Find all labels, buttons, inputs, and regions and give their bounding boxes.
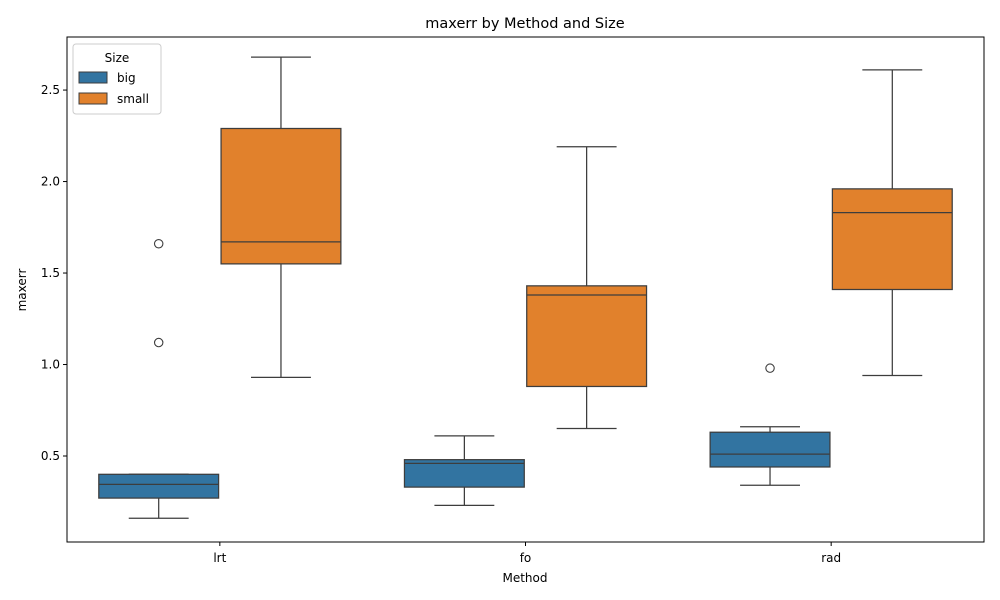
box-big-rad bbox=[709, 363, 831, 486]
box-iqr bbox=[526, 285, 648, 388]
box-iqr bbox=[403, 459, 525, 488]
legend: Size big small bbox=[72, 43, 162, 115]
y-axis-label: maxerr bbox=[15, 269, 29, 312]
box-big-fo bbox=[403, 435, 525, 507]
y-tick-label: 0.5 bbox=[41, 449, 60, 463]
x-tick-label: fo bbox=[520, 551, 532, 565]
box-iqr bbox=[831, 188, 953, 291]
y-tick-label: 2.5 bbox=[41, 83, 60, 97]
x-axis-label: Method bbox=[502, 571, 547, 585]
box-small-lrt bbox=[220, 56, 342, 378]
box-small-fo bbox=[526, 146, 648, 430]
legend-title: Size bbox=[105, 51, 130, 65]
box-iqr bbox=[220, 127, 342, 265]
box-big-lrt bbox=[98, 239, 220, 519]
legend-label: small bbox=[117, 92, 149, 106]
y-tick-label: 1.5 bbox=[41, 266, 60, 280]
y-tick-label: 1.0 bbox=[41, 358, 60, 372]
legend-items: big small bbox=[78, 71, 149, 106]
legend-item-small: small bbox=[78, 92, 149, 106]
legend-label: big bbox=[117, 71, 136, 85]
y-tick-label: 2.0 bbox=[41, 175, 60, 189]
legend-swatch bbox=[78, 92, 108, 105]
outlier-point bbox=[765, 363, 775, 373]
outlier-point bbox=[153, 337, 164, 348]
y-axis: 0.5 1.0 1.5 2.0 2.5 bbox=[41, 83, 67, 463]
legend-swatch bbox=[78, 71, 108, 84]
box-small-rad bbox=[831, 69, 953, 377]
legend-item-big: big bbox=[78, 71, 136, 85]
x-tick-label: lrt bbox=[213, 551, 226, 565]
outlier-point bbox=[153, 239, 164, 249]
boxes-layer bbox=[98, 56, 953, 519]
x-tick-label: rad bbox=[821, 551, 841, 565]
box-iqr bbox=[709, 431, 831, 468]
x-axis: lrt fo rad bbox=[213, 542, 841, 565]
box-iqr bbox=[98, 473, 220, 499]
chart-title: maxerr by Method and Size bbox=[425, 16, 624, 32]
